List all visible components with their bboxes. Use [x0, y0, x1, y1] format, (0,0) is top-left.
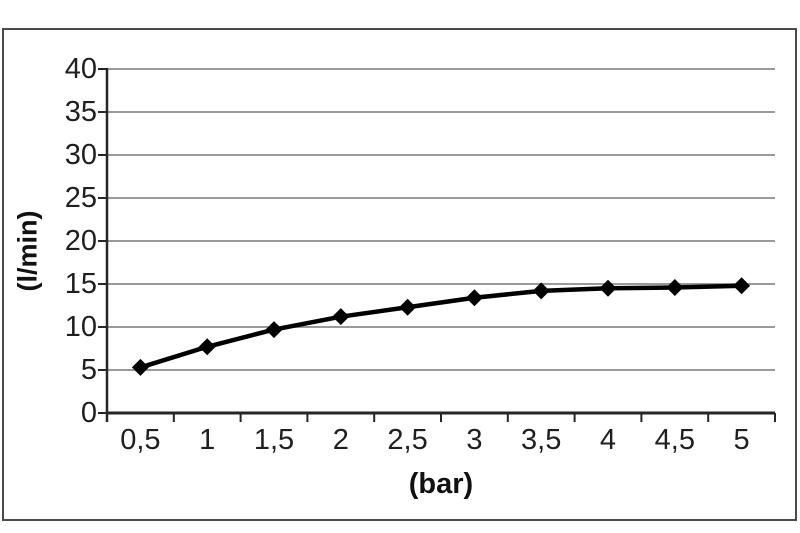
y-axis-label: (l/min) [12, 210, 43, 292]
y-tick-label: 5 [80, 354, 97, 386]
data-point-marker [131, 358, 149, 376]
x-tick-label: 3,5 [521, 424, 562, 456]
data-point-marker [332, 308, 350, 326]
x-tick-label: 2 [332, 424, 349, 456]
data-point-marker [198, 338, 216, 356]
y-tick-label: 20 [64, 225, 97, 257]
chart-frame [2, 28, 797, 521]
data-point-marker [399, 298, 417, 316]
data-point-marker [733, 277, 751, 295]
x-tick-label: 1 [199, 424, 216, 456]
x-tick-label: 2,5 [387, 424, 428, 456]
data-point-marker [532, 282, 550, 300]
y-tick-label: 0 [80, 397, 97, 429]
y-tick-label: 25 [64, 182, 97, 214]
x-axis-label: (bar) [408, 468, 474, 500]
x-tick-label: 4 [599, 424, 617, 456]
x-tick-label: 3 [466, 424, 483, 456]
x-tick-label: 5 [733, 424, 750, 456]
y-tick-label: 30 [64, 139, 97, 171]
data-point-marker [265, 321, 283, 339]
y-tick-label: 10 [64, 311, 97, 343]
y-tick-label: 15 [64, 268, 97, 300]
data-point-marker [666, 278, 684, 296]
y-tick-label: 40 [64, 53, 97, 85]
data-point-marker [465, 289, 483, 307]
y-tick-label: 35 [64, 96, 97, 128]
x-tick-label: 4,5 [654, 424, 695, 456]
x-tick-label: 0,5 [120, 424, 161, 456]
x-tick-label: 1,5 [253, 424, 295, 456]
data-point-marker [599, 279, 617, 297]
data-line [139, 283, 742, 370]
